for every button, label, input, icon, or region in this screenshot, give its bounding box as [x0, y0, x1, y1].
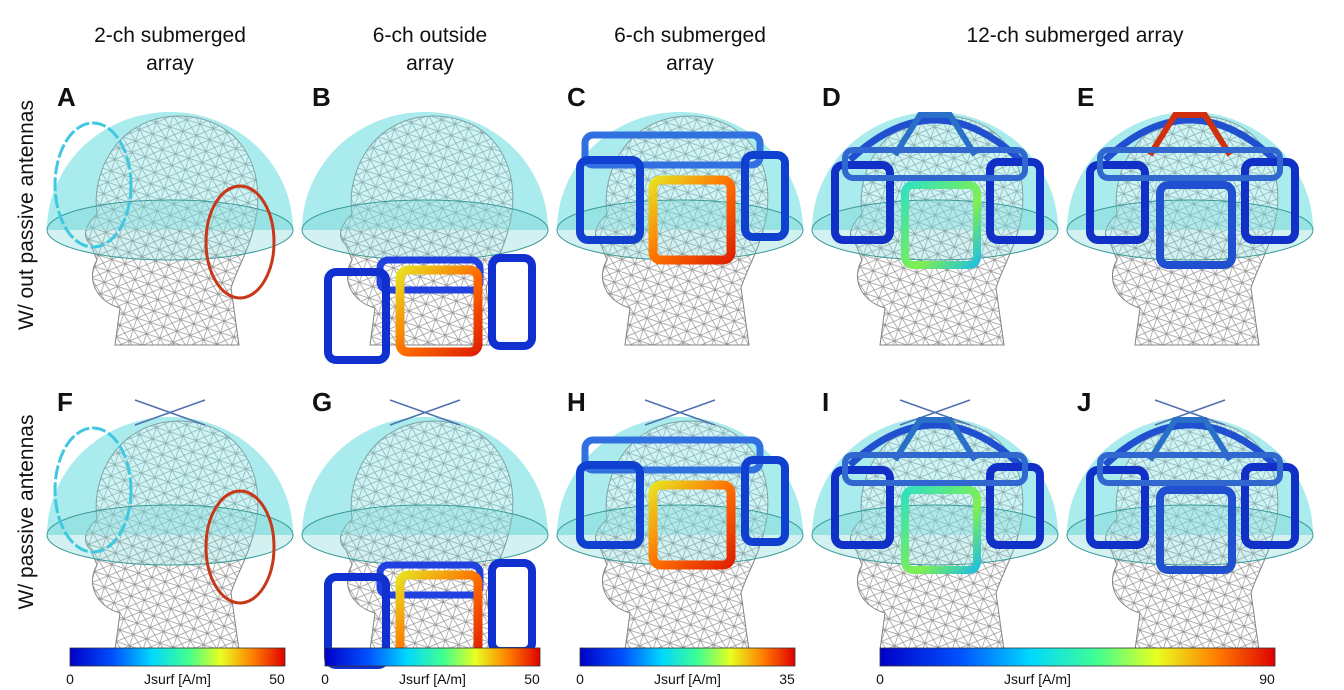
panel-label: J: [1077, 387, 1091, 417]
colorbar-max: 50: [524, 671, 540, 687]
colorbar-unit: Jsurf [A/m]: [399, 671, 466, 687]
panel: G: [302, 387, 548, 665]
figure: 2-ch submerged array 6-ch outside array …: [0, 0, 1344, 690]
row-label: W/ out passive antennas: [15, 100, 38, 330]
colorbar-unit: Jsurf [A/m]: [144, 671, 211, 687]
colorbar: [880, 648, 1275, 666]
panel: A: [47, 82, 293, 345]
column-header: 6-ch outside: [373, 24, 487, 47]
column-header: 12-ch submerged array: [966, 24, 1184, 47]
panel-label: I: [822, 387, 829, 417]
ground-plane: [1067, 200, 1313, 260]
colorbar-unit: Jsurf [A/m]: [1004, 671, 1071, 687]
panel-label: C: [567, 82, 586, 112]
panel-label: H: [567, 387, 586, 417]
ground-plane: [47, 200, 293, 260]
column-header: 6-ch submerged: [614, 24, 766, 47]
column-header: 2-ch submerged: [94, 24, 246, 47]
colorbar-min: 0: [321, 671, 329, 687]
ground-plane: [47, 505, 293, 565]
panels: A B C D E F G H I J: [47, 82, 1313, 665]
panel-label: A: [57, 82, 76, 112]
colorbar-max: 50: [269, 671, 285, 687]
ground-plane: [302, 200, 548, 260]
panel-label: G: [312, 387, 332, 417]
panel: C: [557, 82, 803, 345]
colorbar: [580, 648, 795, 666]
column-header: array: [666, 52, 714, 75]
column-header: array: [146, 52, 194, 75]
colorbar: [325, 648, 540, 666]
panel-label: B: [312, 82, 331, 112]
ground-plane: [557, 200, 803, 260]
panel: E: [1067, 82, 1313, 345]
ground-plane: [1067, 505, 1313, 565]
colorbars: 0 Jsurf [A/m] 50 0 Jsurf [A/m] 50 0 Jsurf [A/m]…: [66, 648, 1275, 687]
row-label: W/ passive antennas: [15, 415, 38, 610]
colorbar-unit: Jsurf [A/m]: [654, 671, 721, 687]
panel: I: [812, 387, 1058, 650]
colorbar-min: 0: [576, 671, 584, 687]
ground-plane: [812, 200, 1058, 260]
colorbar-min: 0: [876, 671, 884, 687]
panel: D: [812, 82, 1058, 345]
ground-plane: [302, 505, 548, 565]
coil: [492, 258, 532, 346]
panel: H: [557, 387, 803, 650]
panel: B: [302, 82, 548, 360]
column-header: array: [406, 52, 454, 75]
panel: J: [1067, 387, 1313, 650]
colorbar-min: 0: [66, 671, 74, 687]
colorbar-max: 90: [1259, 671, 1275, 687]
ground-plane: [557, 505, 803, 565]
colorbar: [70, 648, 285, 666]
panel-label: E: [1077, 82, 1094, 112]
panel-label: F: [57, 387, 73, 417]
ground-plane: [812, 505, 1058, 565]
panel: F: [47, 387, 293, 650]
colorbar-max: 35: [779, 671, 795, 687]
coil: [492, 563, 532, 651]
panel-label: D: [822, 82, 841, 112]
